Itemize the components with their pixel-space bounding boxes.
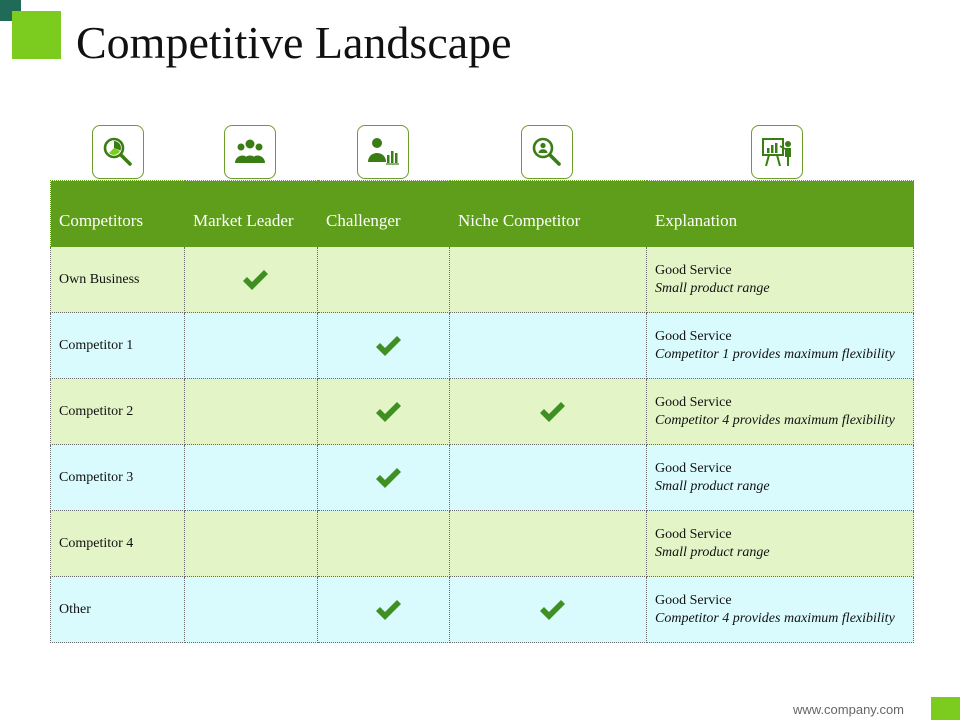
header-challenger: Challenger bbox=[317, 180, 450, 247]
niche-competitor-cell bbox=[449, 312, 647, 379]
explanation-detail: Small product range bbox=[655, 478, 770, 494]
checkmark-icon bbox=[538, 599, 566, 620]
team-icon bbox=[224, 125, 276, 179]
checkmark-icon bbox=[374, 335, 402, 356]
explanation-summary: Good Service bbox=[655, 262, 732, 278]
market-leader-cell bbox=[184, 444, 318, 511]
header-niche-competitor: Niche Competitor bbox=[449, 180, 647, 247]
challenger-cell bbox=[317, 444, 450, 511]
explanation-detail: Small product range bbox=[655, 280, 770, 296]
explanation-summary: Good Service bbox=[655, 394, 732, 410]
search-person-icon bbox=[521, 125, 573, 179]
table-row: Competitor 3 Good Service Small product ra… bbox=[50, 444, 914, 511]
challenger-cell bbox=[317, 246, 450, 313]
corner-accent-green bbox=[12, 11, 61, 59]
slide-title: Competitive Landscape bbox=[76, 17, 512, 68]
competitor-name: Competitor 2 bbox=[50, 378, 185, 445]
table-header-row: Competitors Market Leader Challenger Nic… bbox=[50, 180, 914, 247]
explanation-cell: Good Service Competitor 4 provides maximu… bbox=[646, 378, 914, 445]
checkmark-icon bbox=[241, 269, 269, 290]
competitor-name: Competitor 3 bbox=[50, 444, 185, 511]
challenger-cell bbox=[317, 378, 450, 445]
niche-competitor-cell bbox=[449, 444, 647, 511]
explanation-cell: Good Service Small product range bbox=[646, 246, 914, 313]
market-leader-cell bbox=[184, 576, 318, 643]
magnifier-chart-icon bbox=[92, 125, 144, 179]
niche-competitor-cell bbox=[449, 510, 647, 577]
checkmark-icon bbox=[538, 401, 566, 422]
table-row: Competitor 4 Good Service Small product ra… bbox=[50, 510, 914, 577]
niche-competitor-cell bbox=[449, 378, 647, 445]
header-explanation: Explanation bbox=[646, 180, 914, 247]
explanation-summary: Good Service bbox=[655, 592, 732, 608]
niche-competitor-cell bbox=[449, 246, 647, 313]
checkmark-icon bbox=[374, 467, 402, 488]
checkmark-icon bbox=[374, 599, 402, 620]
table-row: Other Good Service Competitor 4 provides m… bbox=[50, 576, 914, 643]
header-competitors: Competitors bbox=[50, 180, 185, 247]
explanation-cell: Good Service Competitor 4 provides maximu… bbox=[646, 576, 914, 643]
presentation-icon bbox=[751, 125, 803, 179]
checkmark-icon bbox=[374, 401, 402, 422]
person-chart-icon bbox=[357, 125, 409, 179]
footer-accent bbox=[931, 697, 960, 720]
explanation-detail: Competitor 4 provides maximum flexibilit… bbox=[655, 610, 895, 626]
explanation-detail: Competitor 1 provides maximum flexibilit… bbox=[655, 346, 895, 362]
market-leader-cell bbox=[184, 378, 318, 445]
header-market-leader: Market Leader bbox=[184, 180, 318, 247]
explanation-detail: Small product range bbox=[655, 544, 770, 560]
explanation-cell: Good Service Small product range bbox=[646, 444, 914, 511]
explanation-summary: Good Service bbox=[655, 526, 732, 542]
table-row: Competitor 1 Good Service Competitor 1 pro… bbox=[50, 312, 914, 379]
competitor-name: Other bbox=[50, 576, 185, 643]
table-row: Own Business Good Service Small product ra… bbox=[50, 246, 914, 313]
competitor-name: Competitor 4 bbox=[50, 510, 185, 577]
challenger-cell bbox=[317, 312, 450, 379]
market-leader-cell bbox=[184, 246, 318, 313]
market-leader-cell bbox=[184, 510, 318, 577]
table-row: Competitor 2 Good Service Competitor 4 pro… bbox=[50, 378, 914, 445]
explanation-detail: Competitor 4 provides maximum flexibilit… bbox=[655, 412, 895, 428]
footer-url: www.company.com bbox=[793, 702, 905, 717]
competitor-name: Own Business bbox=[50, 246, 185, 313]
challenger-cell bbox=[317, 576, 450, 643]
competitor-table: Competitors Market Leader Challenger Nic… bbox=[50, 180, 914, 643]
explanation-cell: Good Service Small product range bbox=[646, 510, 914, 577]
explanation-summary: Good Service bbox=[655, 460, 732, 476]
niche-competitor-cell bbox=[449, 576, 647, 643]
challenger-cell bbox=[317, 510, 450, 577]
market-leader-cell bbox=[184, 312, 318, 379]
explanation-summary: Good Service bbox=[655, 328, 732, 344]
competitor-name: Competitor 1 bbox=[50, 312, 185, 379]
explanation-cell: Good Service Competitor 1 provides maximu… bbox=[646, 312, 914, 379]
